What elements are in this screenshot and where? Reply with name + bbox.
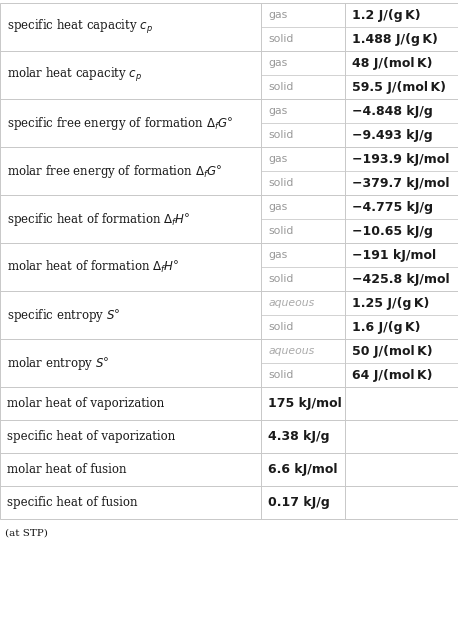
Text: molar heat of formation $\Delta_f H$°: molar heat of formation $\Delta_f H$° bbox=[7, 259, 180, 275]
Text: −9.493 kJ/g: −9.493 kJ/g bbox=[352, 129, 432, 141]
Text: specific heat of vaporization: specific heat of vaporization bbox=[7, 430, 175, 443]
Text: gas: gas bbox=[268, 202, 287, 212]
Text: 1.25 J/(g K): 1.25 J/(g K) bbox=[352, 296, 429, 310]
Text: specific free energy of formation $\Delta_f G$°: specific free energy of formation $\Delt… bbox=[7, 115, 233, 131]
Text: solid: solid bbox=[268, 322, 294, 332]
Text: 6.6 kJ/mol: 6.6 kJ/mol bbox=[268, 463, 338, 476]
Text: 1.488 J/(g K): 1.488 J/(g K) bbox=[352, 32, 438, 45]
Text: 64 J/(mol K): 64 J/(mol K) bbox=[352, 368, 432, 382]
Text: gas: gas bbox=[268, 10, 287, 20]
Text: molar heat of fusion: molar heat of fusion bbox=[7, 463, 126, 476]
Text: 0.17 kJ/g: 0.17 kJ/g bbox=[268, 496, 330, 509]
Text: −379.7 kJ/mol: −379.7 kJ/mol bbox=[352, 176, 449, 189]
Text: aqueous: aqueous bbox=[268, 346, 314, 356]
Text: 59.5 J/(mol K): 59.5 J/(mol K) bbox=[352, 80, 446, 94]
Text: 48 J/(mol K): 48 J/(mol K) bbox=[352, 57, 432, 69]
Text: 1.6 J/(g K): 1.6 J/(g K) bbox=[352, 320, 420, 334]
Text: solid: solid bbox=[268, 370, 294, 380]
Text: molar free energy of formation $\Delta_f G$°: molar free energy of formation $\Delta_f… bbox=[7, 162, 223, 180]
Text: molar heat capacity $c_p$: molar heat capacity $c_p$ bbox=[7, 66, 142, 84]
Bar bbox=[0, 3, 458, 519]
Text: solid: solid bbox=[268, 82, 294, 92]
Text: specific entropy $S$°: specific entropy $S$° bbox=[7, 306, 120, 324]
Text: 50 J/(mol K): 50 J/(mol K) bbox=[352, 345, 432, 357]
Text: solid: solid bbox=[268, 274, 294, 284]
Text: −4.775 kJ/g: −4.775 kJ/g bbox=[352, 201, 433, 213]
Text: solid: solid bbox=[268, 34, 294, 44]
Text: specific heat of formation $\Delta_f H$°: specific heat of formation $\Delta_f H$° bbox=[7, 210, 191, 227]
Text: −191 kJ/mol: −191 kJ/mol bbox=[352, 248, 436, 262]
Text: gas: gas bbox=[268, 154, 287, 164]
Text: molar heat of vaporization: molar heat of vaporization bbox=[7, 397, 164, 410]
Text: −425.8 kJ/mol: −425.8 kJ/mol bbox=[352, 273, 449, 285]
Text: 175 kJ/mol: 175 kJ/mol bbox=[268, 397, 342, 410]
Text: −10.65 kJ/g: −10.65 kJ/g bbox=[352, 224, 433, 238]
Text: molar entropy $S$°: molar entropy $S$° bbox=[7, 355, 109, 371]
Text: (at STP): (at STP) bbox=[5, 529, 48, 538]
Text: specific heat of fusion: specific heat of fusion bbox=[7, 496, 137, 509]
Text: gas: gas bbox=[268, 250, 287, 260]
Text: −4.848 kJ/g: −4.848 kJ/g bbox=[352, 104, 433, 117]
Text: solid: solid bbox=[268, 130, 294, 140]
Text: aqueous: aqueous bbox=[268, 298, 314, 308]
Text: −193.9 kJ/mol: −193.9 kJ/mol bbox=[352, 152, 449, 166]
Text: gas: gas bbox=[268, 106, 287, 116]
Text: solid: solid bbox=[268, 178, 294, 188]
Text: 1.2 J/(g K): 1.2 J/(g K) bbox=[352, 8, 420, 22]
Text: gas: gas bbox=[268, 58, 287, 68]
Text: 4.38 kJ/g: 4.38 kJ/g bbox=[268, 430, 330, 443]
Text: specific heat capacity $c_p$: specific heat capacity $c_p$ bbox=[7, 18, 153, 36]
Text: solid: solid bbox=[268, 226, 294, 236]
